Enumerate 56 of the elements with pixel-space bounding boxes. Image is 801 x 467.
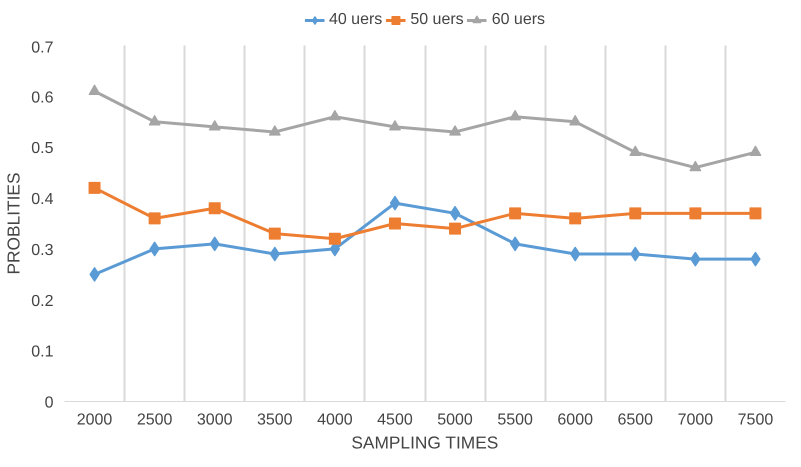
point (629, 207, 642, 220)
x-tick-label: 6500 (617, 412, 654, 428)
y-axis-title: PROBLITIES (3, 172, 24, 275)
point (449, 125, 462, 136)
point (88, 84, 101, 95)
x-tick-label: 7000 (678, 412, 714, 428)
point (569, 212, 582, 224)
point (89, 266, 100, 282)
x-tick-label: 6000 (557, 412, 594, 428)
point (388, 218, 401, 230)
point (268, 125, 281, 136)
y-tick-label: 0.4 (31, 191, 54, 208)
legend-label: 40 uers (328, 11, 382, 29)
point (569, 114, 582, 126)
x-tick-label: 3000 (196, 412, 233, 428)
point (689, 160, 702, 172)
point (88, 182, 101, 194)
y-tick-label: 0.2 (31, 292, 54, 310)
x-tick-label: 5000 (437, 412, 473, 428)
legend-label: 50 uers (410, 11, 464, 29)
y-tick-label: 0.5 (31, 140, 54, 158)
x-tick-label: 5500 (497, 412, 534, 428)
y-tick-label: 0 (44, 394, 54, 412)
y-tick-label: 0.7 (31, 40, 54, 56)
point (148, 114, 161, 126)
x-tick-label: 7500 (738, 412, 774, 428)
point (689, 207, 702, 220)
x-tick-label: 3500 (256, 412, 293, 428)
point (208, 202, 221, 214)
point (328, 232, 341, 245)
x-axis-title: SAMPLING TIMES (351, 432, 498, 452)
point (148, 212, 161, 224)
x-tick-label: 2500 (136, 412, 173, 428)
point (690, 252, 701, 267)
point (449, 222, 462, 235)
point (328, 110, 341, 120)
point (450, 206, 460, 221)
point (509, 110, 522, 120)
point (268, 228, 281, 240)
y-tick-label: 0.1 (31, 344, 54, 361)
point (749, 145, 762, 156)
x-tick-label: 4500 (377, 412, 413, 428)
point (510, 236, 520, 252)
legend-label: 60 uers (492, 11, 546, 29)
y-tick-label: 0.3 (31, 242, 54, 259)
point (750, 252, 761, 267)
x-tick-label: 4000 (317, 412, 353, 428)
point (509, 207, 522, 220)
point (629, 145, 642, 156)
y-tick-label: 0.6 (31, 89, 54, 106)
point (208, 120, 221, 131)
point (149, 241, 160, 256)
point (388, 120, 401, 131)
x-tick-label: 2000 (76, 412, 112, 428)
point (390, 196, 400, 211)
point (749, 207, 762, 220)
